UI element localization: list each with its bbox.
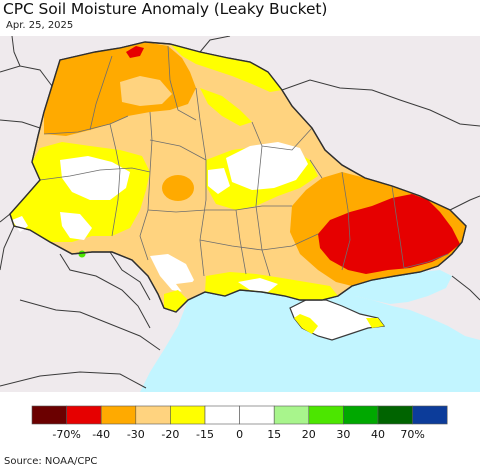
legend-swatch [273,405,310,425]
legend-swatch [412,405,448,425]
legend-swatch [100,405,137,425]
odesa-yellow [164,290,188,312]
legend-label: 15 [267,428,281,441]
legend-swatch [31,405,67,425]
sea-of-azov [338,270,452,304]
legend-swatch [170,405,206,425]
west-white [60,156,130,200]
ukraine-outline [9,41,467,313]
map-title: CPC Soil Moisture Anomaly (Leaky Bucket) [3,0,328,18]
green-spot [78,250,86,258]
north-yellow-tip [200,88,252,126]
neighbour-borders [0,36,480,389]
north-orange-light [120,76,172,106]
legend-swatch [66,405,102,425]
legend-label: 40 [371,428,385,441]
south-white-coast [238,278,278,292]
legend-swatch [343,405,379,425]
odesa-white [150,254,194,292]
crimea-yellow-sw [294,314,318,334]
central-white-2 [208,168,230,194]
legend-label: 20 [302,428,316,441]
east-red [318,194,460,274]
legend-label: 0 [236,428,243,441]
legend-label: -30 [127,428,145,441]
north-yellow [170,44,282,92]
legend: -70% -40 -30 -20 -15 0 15 20 30 40 70% [31,405,448,441]
map-date: Apr. 25, 2025 [6,20,74,31]
crimea-yellow-se [366,318,384,328]
legend-labels: -70% -40 -30 -20 -15 0 15 20 30 40 70% [52,428,424,441]
legend-swatch [135,405,171,425]
legend-label: -70% [52,428,80,441]
soil-moisture-map [0,36,480,392]
black-sea [140,290,480,392]
oblast-borders [39,45,449,277]
north-red-spot [126,46,144,58]
odesa-orange [176,282,202,300]
legend-label: -15 [196,428,214,441]
central-north-white [226,142,308,190]
legend-label: -20 [161,428,179,441]
legend-label: -40 [92,428,110,441]
legend-label: 70% [400,428,424,441]
legend-swatch [308,405,344,425]
legend-swatch [377,405,413,425]
central-orange-spot [162,175,194,201]
source-text: Source: NOAA/CPC [4,456,98,467]
legend-label: 30 [336,428,350,441]
west-white-2 [60,212,92,240]
legend-swatch [239,405,275,425]
legend-swatch [204,405,240,425]
north-orange [44,42,196,136]
legend-swatches [31,405,448,425]
